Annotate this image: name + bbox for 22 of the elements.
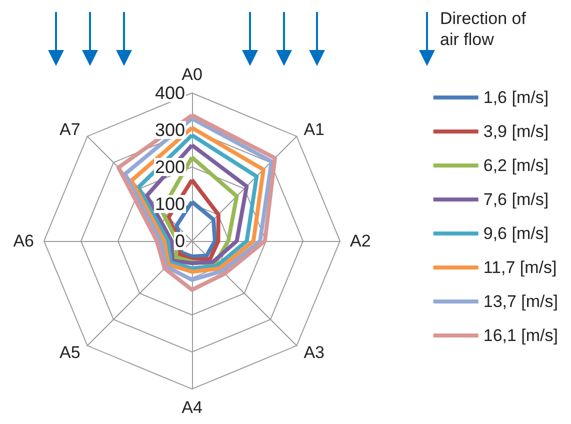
spoke-label: A3	[304, 343, 325, 362]
legend-label: 1,6 [m/s]	[483, 88, 549, 107]
y-tick-label: 200	[154, 157, 185, 177]
y-tick-label: 400	[154, 83, 185, 103]
legend-label: 11,7 [m/s]	[483, 258, 557, 277]
spoke-label: A0	[182, 65, 202, 84]
spoke-label: A5	[59, 343, 80, 362]
legend-label: 13,7 [m/s]	[483, 292, 558, 311]
legend-label: 7,6 [m/s]	[483, 190, 549, 209]
legend-label: 6,2 [m/s]	[483, 156, 549, 175]
spoke-label: A7	[59, 120, 80, 139]
y-tick-label: 0	[174, 231, 185, 251]
y-tick-label: 100	[154, 194, 185, 214]
legend-label: 16,1 [m/s]	[483, 326, 558, 345]
spoke-label: A6	[13, 232, 34, 250]
legend-label: 9,6 [m/s]	[483, 224, 549, 243]
y-tick-label: 300	[154, 120, 185, 140]
legend-label: 3,9 [m/s]	[483, 122, 549, 141]
spoke-label: A2	[350, 232, 371, 250]
spoke-label: A4	[182, 398, 202, 417]
spoke-label: A1	[304, 120, 325, 139]
text: Direction of air flow	[440, 8, 527, 50]
